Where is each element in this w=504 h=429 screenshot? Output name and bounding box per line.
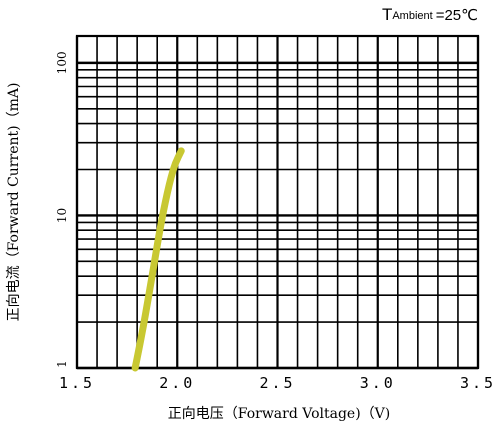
x-tick-label: 3.5 <box>460 374 496 392</box>
plot-frame <box>75 34 480 370</box>
y-tick-label: 100 <box>55 51 69 74</box>
x-axis-label: 正向电压（Forward Voltage)（V) <box>168 406 391 422</box>
y-axis-label: 正向电流（Forward Current)（mA) <box>6 83 22 322</box>
x-tick-label: 2.5 <box>259 374 295 392</box>
y-tick-label: 1 <box>55 360 69 368</box>
x-tick-label: 3.0 <box>360 374 396 392</box>
forward-current-curve <box>131 147 185 372</box>
y-tick-labels: 1 10 100 <box>55 51 69 367</box>
y-tick-label: 10 <box>55 208 69 223</box>
x-tick-label: 2.0 <box>159 374 195 392</box>
ambient-temperature-annotation: TAmbient =25℃ <box>382 5 478 24</box>
grid <box>75 36 480 370</box>
annotation-main: T <box>382 5 392 24</box>
x-tick-labels: 1.5 2.0 2.5 3.0 3.5 <box>59 374 496 392</box>
curve-layer <box>131 147 185 372</box>
annotation-subscript: Ambient <box>392 10 432 22</box>
x-tick-label: 1.5 <box>59 374 95 392</box>
annotation-value: =25℃ <box>436 7 478 24</box>
